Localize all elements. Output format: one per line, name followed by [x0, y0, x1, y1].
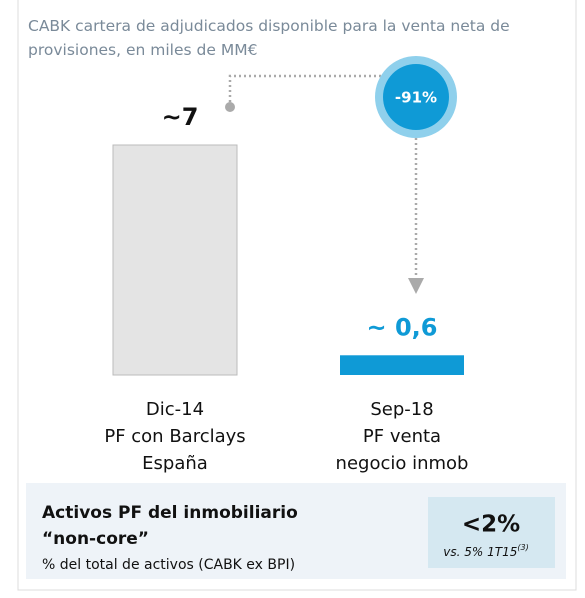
- connector: [228, 74, 388, 107]
- data-label: ~ 0,6: [367, 313, 438, 341]
- x-tick-label: PF con Barclays: [104, 426, 245, 447]
- info-note-ref: (3): [517, 543, 528, 552]
- chart-title: CABK cartera de adjudicados disponible p…: [28, 17, 510, 59]
- bar: [340, 355, 464, 375]
- info-subtitle: % del total de activos (CABK ex BPI): [42, 557, 295, 573]
- x-tick-label: España: [142, 453, 208, 474]
- x-tick-label: PF venta: [363, 426, 441, 447]
- info-value: <2%: [462, 512, 520, 538]
- info-title: “non-core”: [42, 529, 149, 549]
- data-label: ~7: [162, 103, 199, 131]
- frame: [17, 0, 577, 591]
- info-value-box: [428, 497, 555, 568]
- info-note-text: vs. 5% 1T15: [443, 545, 517, 559]
- x-tick-label: Sep-18: [370, 399, 433, 420]
- bar: [112, 144, 238, 376]
- x-tick-label: negocio inmob: [336, 453, 469, 474]
- info-title: Activos PF del inmobiliario: [42, 503, 298, 523]
- badge: [383, 64, 449, 130]
- badge-label: -91%: [395, 89, 437, 107]
- connector-dot: [225, 102, 235, 112]
- x-tick-label: Dic-14: [146, 399, 204, 420]
- info-note: vs. 5% 1T15(3): [443, 543, 528, 559]
- arrow-head: [408, 278, 424, 294]
